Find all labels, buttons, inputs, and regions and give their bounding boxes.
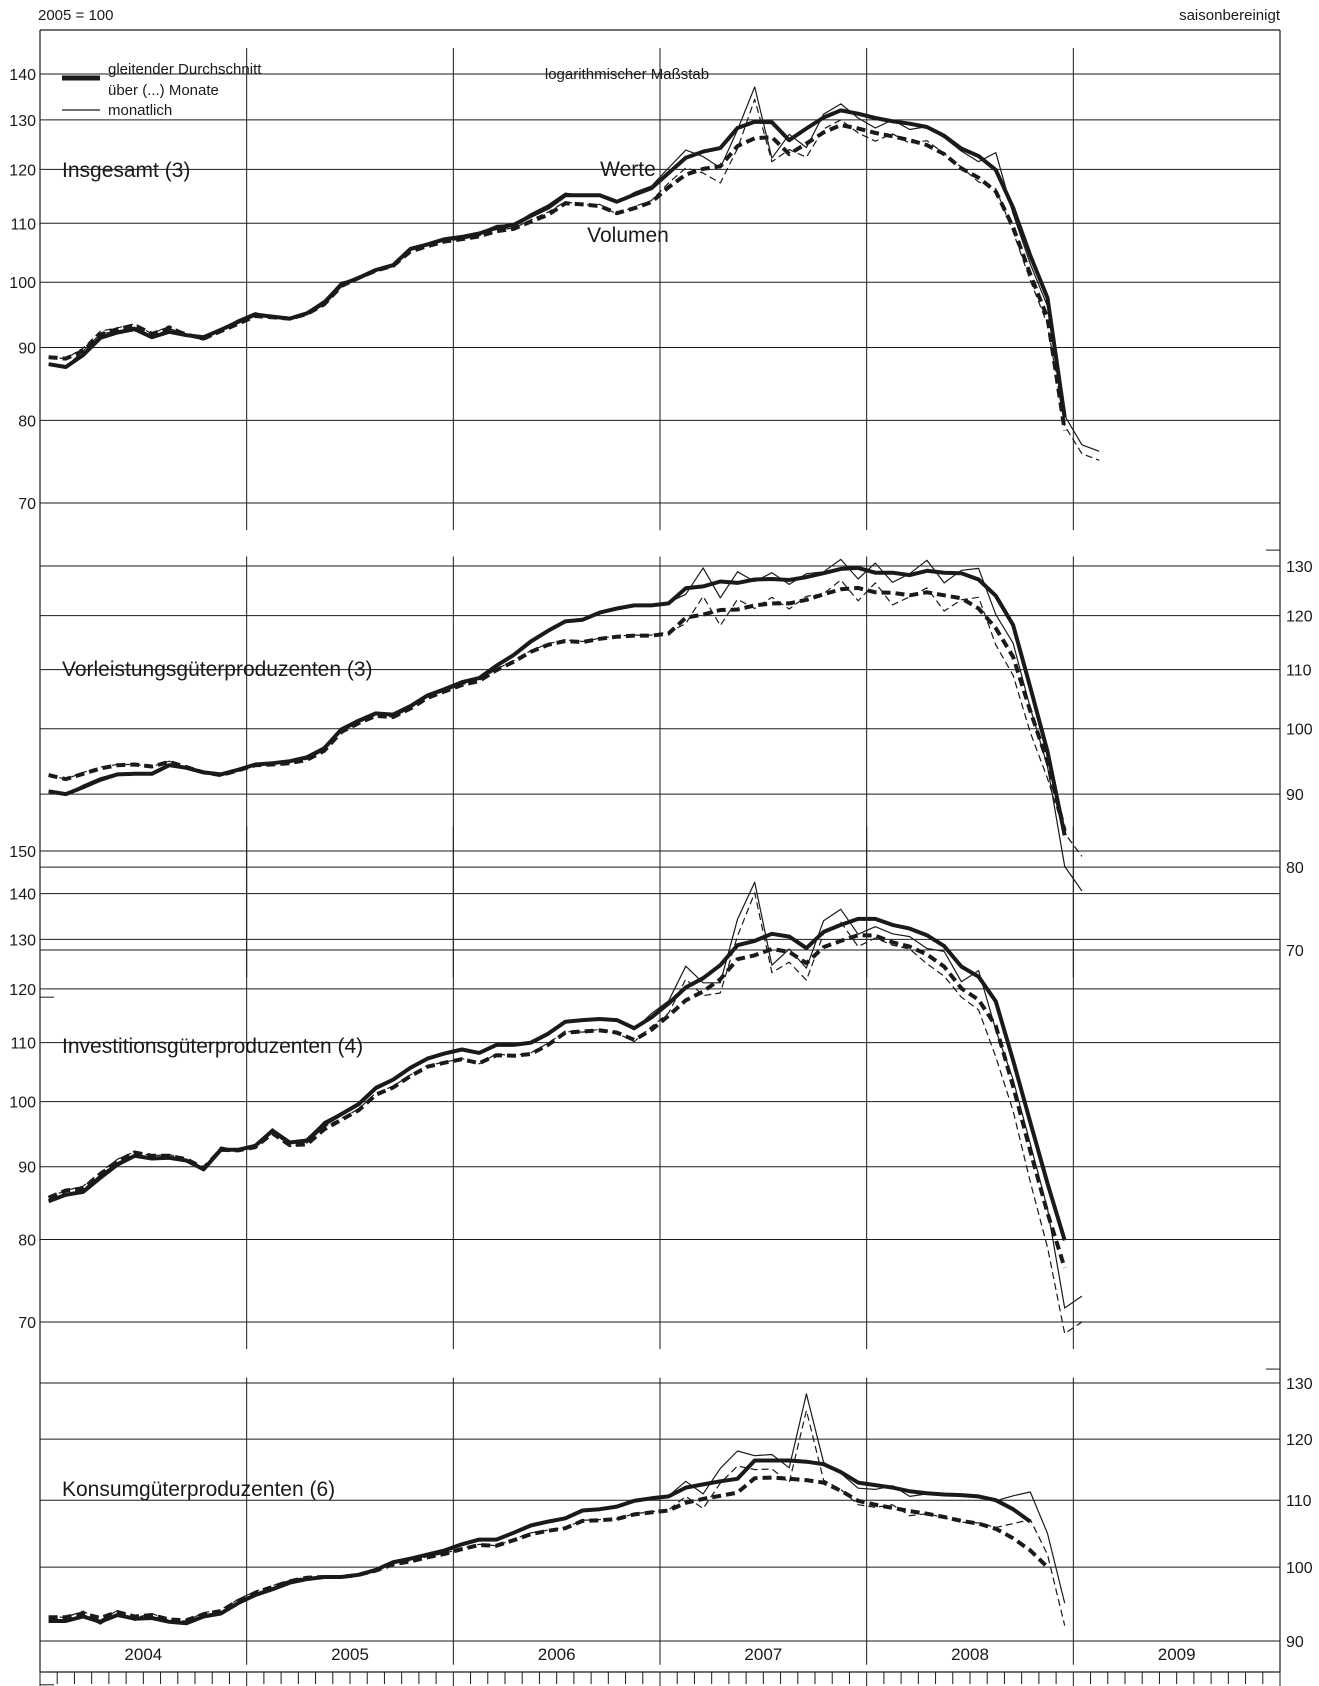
y-tick-label: 100	[9, 1095, 36, 1112]
y-tick-label: 110	[10, 1036, 36, 1053]
y-tick-label: 100	[9, 275, 36, 292]
monthly-volumen-line	[48, 1409, 1066, 1626]
y-tick-label: 140	[9, 67, 36, 84]
base-label: 2005 = 100	[38, 7, 114, 24]
year-label-2008: 2008	[951, 1645, 989, 1664]
panel-title: Insgesamt (3)	[62, 159, 190, 182]
y-tick-label: 80	[18, 413, 36, 430]
series-label-werte: Werte	[600, 158, 656, 181]
y-tick-label: 130	[1286, 1376, 1313, 1393]
scale-note: logarithmischer Maßstab	[545, 66, 709, 83]
legend-monthly-label: monatlich	[108, 102, 172, 119]
y-tick-label: 90	[1286, 787, 1304, 804]
monthly-werte-line	[48, 86, 1100, 452]
y-tick-label: 110	[10, 216, 36, 233]
y-tick-label: 90	[1286, 1634, 1304, 1651]
monthly-werte-line	[48, 1393, 1066, 1625]
y-tick-label: 90	[18, 1160, 36, 1177]
y-tick-label: 130	[1286, 559, 1313, 576]
year-label-2004: 2004	[124, 1645, 162, 1664]
series-label-volumen: Volumen	[587, 224, 669, 247]
panel-title: Investitionsgüterproduzenten (4)	[62, 1035, 363, 1058]
y-tick-label: 110	[1286, 663, 1312, 680]
y-tick-label: 70	[1286, 943, 1304, 960]
y-tick-label: 80	[18, 1232, 36, 1249]
y-tick-label: 120	[1286, 609, 1313, 626]
moving-avg-werte-line	[48, 1458, 1032, 1626]
panel-1: 70 80 90 100 110 120 130 140 Insgesamt (3)	[9, 48, 1280, 551]
y-tick-label: 120	[9, 162, 36, 179]
y-tick-label: 110	[1286, 1493, 1312, 1510]
monthly-volumen-line	[48, 892, 1083, 1335]
legend-moving-avg-label-1: gleitender Durchschnitt	[108, 61, 262, 78]
monthly-volumen-line	[48, 98, 1100, 461]
moving-avg-werte-line	[47, 916, 1067, 1241]
y-tick-label: 140	[9, 887, 36, 904]
moving-avg-volumen-line	[48, 1475, 1049, 1623]
moving-avg-volumen-line	[47, 933, 1067, 1269]
year-label-2007: 2007	[744, 1645, 782, 1664]
y-tick-label: 150	[9, 844, 36, 861]
legend-moving-avg-label-2: über (...) Monate	[108, 82, 219, 99]
panel-3: 70 80 90 100 110 120 130 140 150 Investitionsgüte…	[9, 826, 1280, 1370]
monthly-werte-line	[48, 558, 1083, 892]
y-tick-label: 70	[18, 1315, 36, 1332]
y-tick-label: 70	[18, 496, 36, 513]
panel-4: 90 100 110 120 130 Konsumgüterproduzenten (6)	[40, 1376, 1313, 1686]
x-axis: 2004 2005 2006 2007 2008 2009	[39, 1645, 1281, 1686]
year-label-2006: 2006	[538, 1645, 576, 1664]
y-tick-label: 120	[1286, 1432, 1313, 1449]
legend: gleitender Durchschnitt über (...) Monat…	[62, 61, 709, 119]
panels-layer: 70 80 90 100 110 120 130 140 Insgesamt (3) 70 80 90…	[9, 48, 1313, 1686]
y-tick-label: 120	[9, 982, 36, 999]
adjust-label: saisonbereinigt	[1179, 7, 1281, 24]
y-tick-label: 90	[18, 340, 36, 357]
panel-title: Vorleistungsgüterproduzenten (3)	[62, 658, 373, 681]
y-tick-label: 80	[1286, 860, 1304, 877]
panel-title: Konsumgüterproduzenten (6)	[62, 1478, 335, 1501]
y-tick-label: 100	[1286, 1560, 1313, 1577]
y-tick-label: 130	[9, 932, 36, 949]
year-label-2005: 2005	[331, 1645, 369, 1664]
year-label-2009: 2009	[1158, 1645, 1196, 1664]
y-tick-label: 130	[9, 113, 36, 130]
y-tick-label: 100	[1286, 722, 1313, 739]
monthly-volumen-line	[48, 579, 1083, 857]
